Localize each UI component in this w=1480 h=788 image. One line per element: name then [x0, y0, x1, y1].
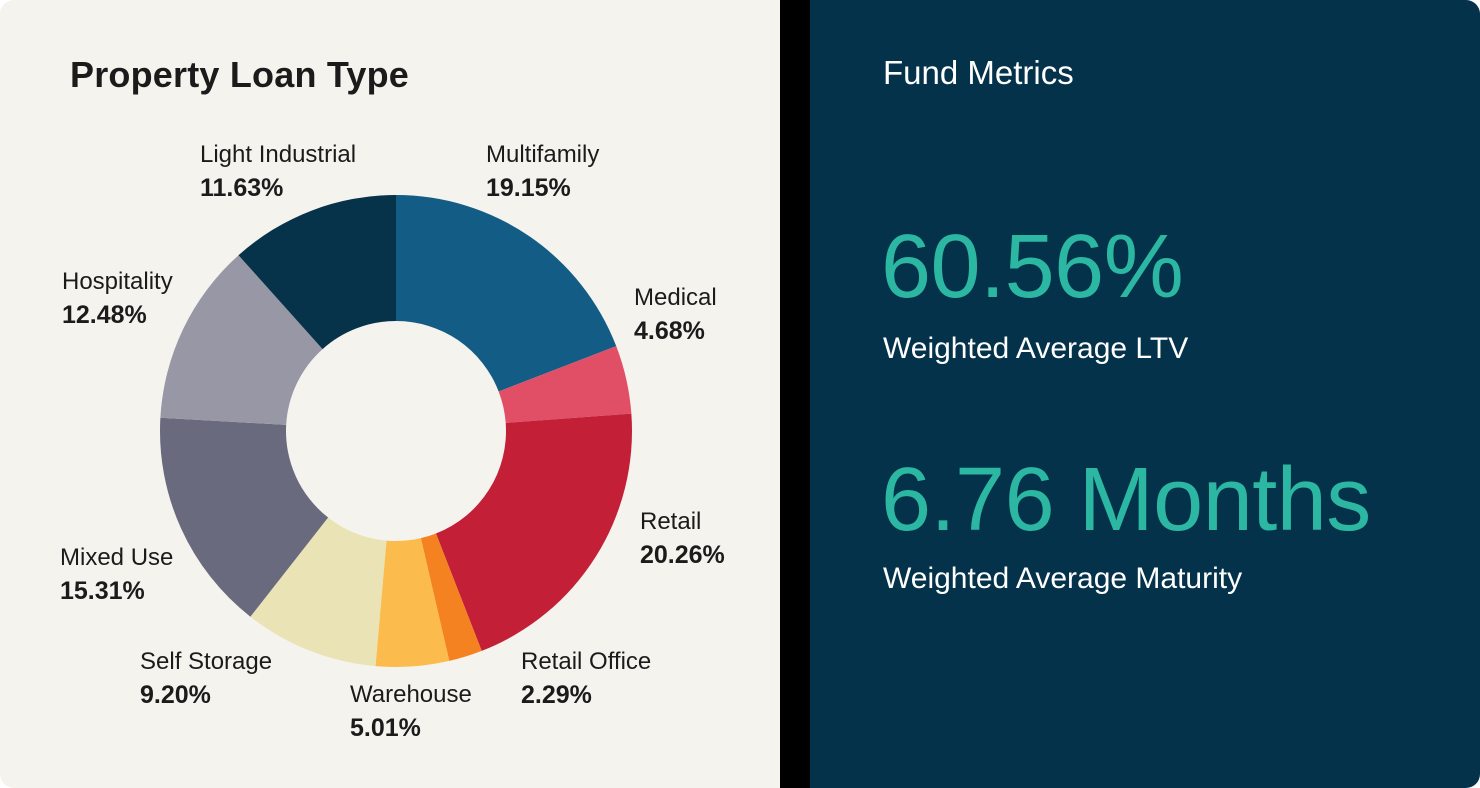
slice-name: Hospitality	[62, 268, 173, 295]
slice-label-mixed-use: Mixed Use 15.31%	[60, 544, 173, 605]
donut-segment-mixed-use	[159, 417, 329, 617]
slice-name: Light Industrial	[200, 141, 357, 168]
slice-percent: 5.01%	[350, 713, 421, 742]
property-loan-type-panel: Property Loan Type Multifamily 19.15% Medi…	[0, 0, 780, 788]
donut-segment-multifamily	[396, 195, 617, 392]
donut-segment-medical	[498, 346, 632, 423]
slice-label-retail: Retail 20.26%	[640, 508, 725, 569]
panel-divider	[780, 0, 810, 788]
slice-percent: 12.48%	[62, 300, 147, 329]
slice-label-medical: Medical 4.68%	[634, 284, 717, 345]
slice-name: Warehouse	[350, 681, 472, 708]
slice-name: Medical	[634, 284, 717, 311]
slice-name: Multifamily	[486, 141, 600, 168]
slice-percent: 19.15%	[486, 173, 571, 202]
weighted-average-ltv-value: 60.56%	[881, 217, 1184, 317]
donut-segment-light-industrial	[238, 195, 396, 350]
donut-chart	[159, 195, 633, 668]
slice-percent: 11.63%	[200, 173, 284, 202]
slice-label-multifamily: Multifamily 19.15%	[486, 141, 599, 202]
slice-name: Retail Office	[521, 648, 652, 675]
slice-label-retail-office: Retail Office 2.29%	[521, 648, 651, 709]
weighted-average-ltv-label: Weighted Average LTV	[883, 332, 1189, 365]
donut-segment-self-storage	[250, 517, 387, 667]
fund-metrics-panel: Fund Metrics 60.56% Weighted Average LTV…	[810, 0, 1480, 788]
donut-segment-retail-office	[420, 533, 482, 661]
donut-segment-warehouse	[375, 538, 450, 668]
slice-name: Retail	[640, 508, 702, 535]
slice-name: Mixed Use	[60, 544, 174, 571]
slice-label-self-storage: Self Storage 9.20%	[140, 648, 272, 709]
weighted-average-maturity-label: Weighted Average Maturity	[883, 562, 1243, 595]
slice-label-hospitality: Hospitality 12.48%	[62, 268, 173, 329]
slice-label-light-industrial: Light Industrial 11.63%	[200, 141, 356, 202]
weighted-average-maturity-value: 6.76 Months	[881, 450, 1371, 550]
slice-percent: 20.26%	[640, 540, 725, 569]
slice-name: Self Storage	[140, 648, 273, 675]
slice-percent: 9.20%	[140, 680, 211, 709]
chart-title: Property Loan Type	[70, 54, 409, 95]
fund-metrics-title: Fund Metrics	[883, 54, 1074, 91]
slice-percent: 4.68%	[634, 316, 705, 345]
donut-segment-hospitality	[160, 255, 323, 425]
slice-percent: 15.31%	[60, 576, 145, 605]
slice-label-warehouse: Warehouse 5.01%	[350, 681, 472, 742]
slice-percent: 2.29%	[521, 680, 592, 709]
donut-segment-retail	[435, 413, 633, 651]
